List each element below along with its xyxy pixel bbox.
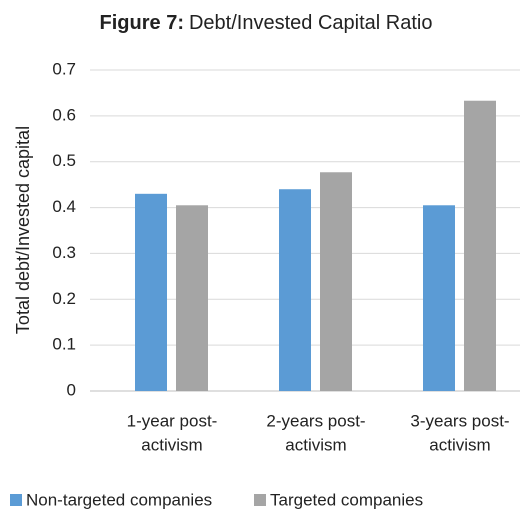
title-text: Debt/Invested Capital Ratio: [189, 12, 432, 34]
y-tick-label: 0.6: [52, 105, 76, 124]
x-tick-label: activism: [429, 435, 490, 454]
bar: [320, 172, 352, 391]
legend-label: Non-targeted companies: [26, 490, 212, 509]
y-tick-label: 0.1: [52, 335, 76, 354]
y-tick-label: 0.5: [52, 151, 76, 170]
legend-swatch: [254, 494, 266, 506]
y-tick-label: 0.4: [52, 197, 76, 216]
x-tick-label: 2-years post-: [266, 411, 365, 430]
x-tick-label: activism: [141, 435, 202, 454]
y-tick-label: 0: [67, 380, 76, 399]
bar: [176, 205, 208, 391]
x-tick-label: 3-years post-: [410, 411, 509, 430]
y-tick-label: 0.2: [52, 289, 76, 308]
bar: [423, 205, 455, 391]
y-tick-label: 0.7: [52, 59, 76, 78]
y-axis-label: Total debt/Invested capital: [13, 126, 33, 334]
x-tick-label: activism: [285, 435, 346, 454]
y-tick-label: 0.3: [52, 243, 76, 262]
chart-title: Figure 7: Debt/Invested Capital Ratio: [100, 12, 433, 34]
legend-label: Targeted companies: [270, 490, 423, 509]
legend-swatch: [10, 494, 22, 506]
title-prefix: Figure 7:: [100, 12, 184, 34]
x-tick-label: 1-year post-: [127, 411, 218, 430]
bar: [464, 100, 496, 391]
bar: [135, 193, 167, 391]
bar: [279, 189, 311, 391]
